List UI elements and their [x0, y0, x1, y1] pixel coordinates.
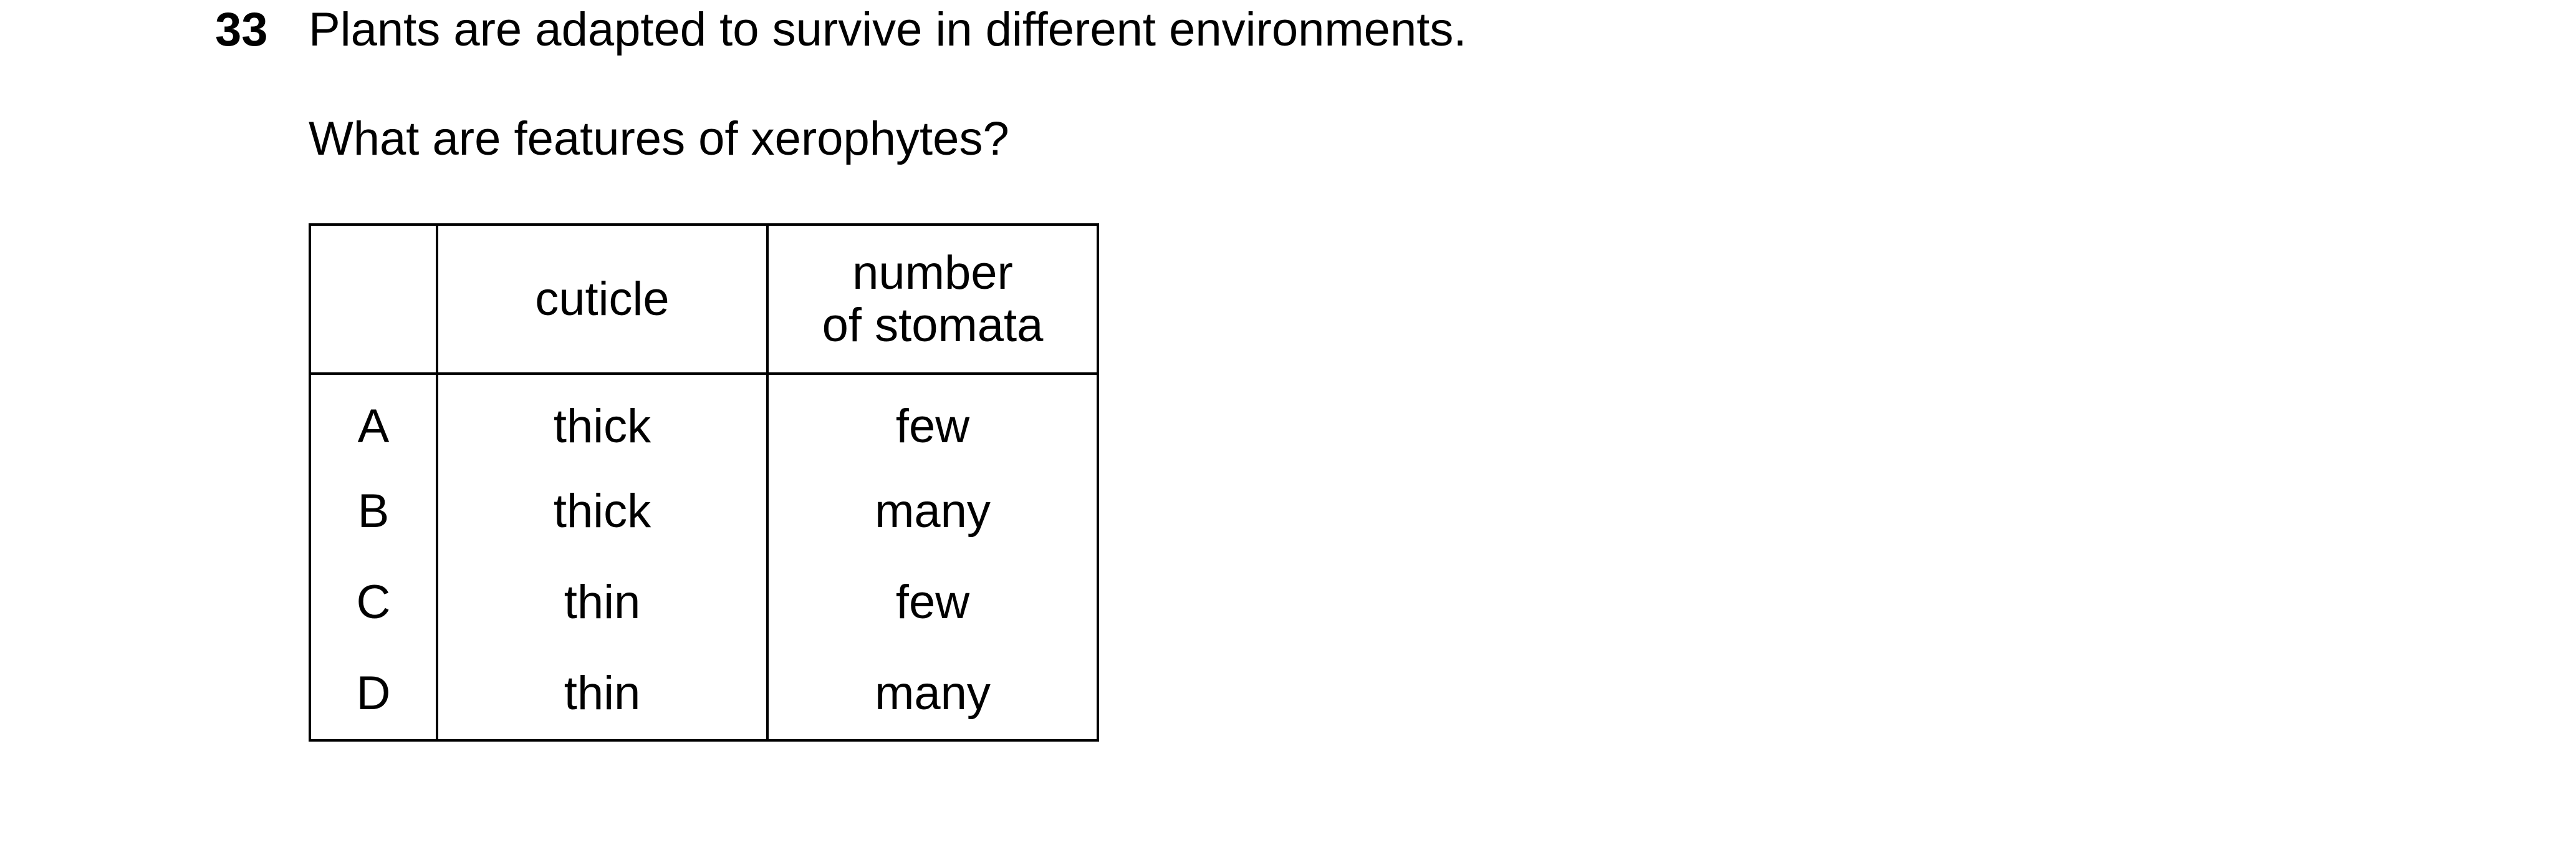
option-cuticle: thin — [436, 648, 769, 742]
option-letter: D — [309, 648, 438, 742]
option-letter: A — [309, 374, 438, 466]
question-number: 33 — [215, 3, 268, 56]
table-row: D thin many — [309, 648, 1099, 742]
option-cuticle: thick — [436, 374, 769, 466]
option-stomata: few — [766, 374, 1099, 466]
header-cuticle: cuticle — [436, 223, 769, 375]
option-stomata: few — [766, 557, 1099, 648]
question-prompt: What are features of xerophytes? — [309, 112, 1009, 165]
table-row: C thin few — [309, 557, 1099, 648]
options-table: cuticle number of stomata A thick few B … — [309, 223, 1099, 742]
option-letter: B — [309, 466, 438, 557]
option-cuticle: thick — [436, 466, 769, 557]
option-stomata: many — [766, 466, 1099, 557]
table-row: B thick many — [309, 466, 1099, 557]
table-row: A thick few — [309, 374, 1099, 466]
option-stomata: many — [766, 648, 1099, 742]
table-header-row: cuticle number of stomata — [309, 223, 1099, 375]
header-blank-cell — [309, 223, 438, 375]
header-stomata-line1: number — [852, 246, 1013, 299]
option-cuticle: thin — [436, 557, 769, 648]
header-stomata-line2: of stomata — [822, 298, 1044, 352]
option-letter: C — [309, 557, 438, 648]
header-number-of-stomata: number of stomata — [766, 223, 1099, 375]
question-stem: Plants are adapted to survive in differe… — [309, 3, 1467, 56]
